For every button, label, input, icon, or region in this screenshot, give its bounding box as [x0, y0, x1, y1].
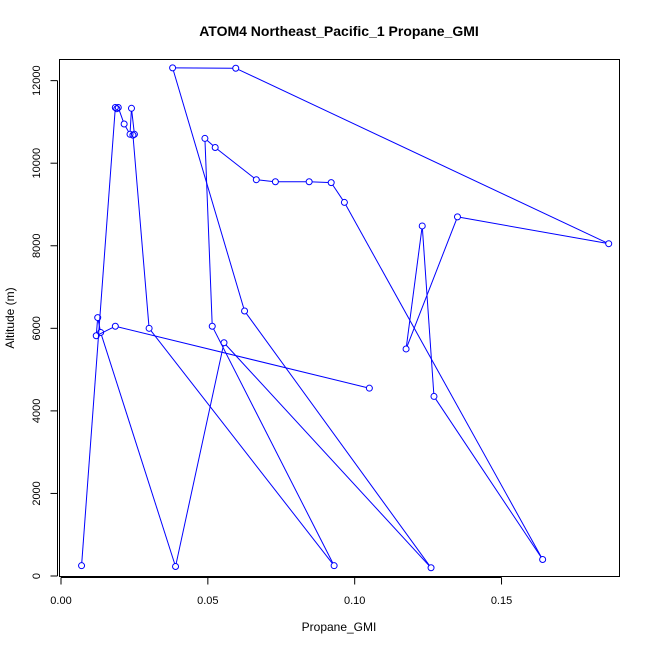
series-line-segment — [172, 70, 245, 309]
series-line-segment — [101, 335, 176, 564]
data-point — [145, 324, 153, 332]
y-tick-label: 2000 — [31, 481, 43, 505]
series-line-segment — [81, 110, 116, 563]
y-axis: 0 2000 4000 6000 8000 10000 12000 — [31, 65, 58, 579]
data-point — [211, 144, 219, 152]
data-point — [208, 322, 216, 330]
series-line-segment — [132, 138, 150, 326]
chart-title: ATOM4 Northeast_Pacific_1 Propane_GMI — [199, 23, 479, 39]
series-line-segment — [238, 69, 607, 243]
data-point — [330, 562, 338, 570]
data-point — [172, 563, 180, 571]
series-line-segment — [405, 228, 423, 347]
y-axis-label: Altitude (m) — [3, 287, 17, 348]
series-group — [78, 64, 613, 572]
data-point — [427, 564, 435, 572]
series-line-segment — [125, 126, 129, 132]
series-line-segment — [95, 320, 98, 333]
x-axis: 0.00 0.05 0.10 0.15 — [50, 577, 512, 607]
data-point — [402, 345, 410, 353]
data-point — [111, 103, 119, 111]
series-line-segment — [175, 345, 224, 564]
series-line-segment — [345, 204, 542, 558]
data-point — [220, 339, 228, 347]
series-line-segment — [204, 141, 213, 324]
data-point — [169, 64, 177, 72]
series-line-segment — [259, 179, 273, 182]
data-point — [241, 307, 249, 315]
x-tick-label: 0.00 — [50, 595, 71, 607]
data-point — [539, 555, 547, 563]
data-point — [365, 384, 373, 392]
series-line-segment — [217, 148, 255, 179]
data-point — [430, 392, 438, 400]
data-point — [97, 328, 105, 336]
series-line-segment — [97, 320, 101, 330]
series-line-segment — [118, 326, 367, 388]
y-tick-label: 10000 — [31, 148, 43, 179]
series-line-segment — [406, 219, 457, 347]
series-line-segment — [206, 140, 214, 146]
y-tick-label: 8000 — [31, 234, 43, 258]
series-line-segment — [312, 181, 329, 183]
data-point — [201, 134, 209, 142]
series-line-segment — [98, 327, 113, 335]
series-line-segment — [118, 110, 124, 122]
data-point — [114, 103, 122, 111]
data-point — [305, 178, 313, 186]
series-line-segment — [129, 111, 132, 132]
y-tick-label: 6000 — [31, 316, 43, 340]
data-point — [232, 64, 240, 72]
data-point — [127, 104, 135, 112]
data-point — [78, 562, 86, 570]
data-point — [252, 176, 260, 184]
data-point — [111, 322, 119, 330]
data-point — [605, 240, 613, 248]
data-point — [113, 105, 121, 113]
series-line-segment — [332, 184, 344, 201]
data-point — [327, 179, 335, 187]
data-point — [120, 120, 128, 128]
x-axis-label: Propane_GMI — [302, 620, 377, 634]
series-line-segment — [245, 313, 430, 566]
y-tick-label: 0 — [31, 573, 43, 579]
data-point — [92, 332, 100, 340]
y-tick-label: 12000 — [31, 65, 43, 96]
series-line-segment — [435, 398, 542, 558]
x-tick-label: 0.15 — [491, 595, 512, 607]
series-line-segment — [131, 111, 135, 132]
series-line-segment — [225, 344, 430, 566]
data-point — [129, 131, 137, 139]
series-line-segment — [150, 330, 333, 564]
data-point — [126, 130, 134, 138]
series-line-segment — [460, 216, 606, 244]
x-tick-label: 0.05 — [197, 595, 218, 607]
series-line-segment — [213, 328, 334, 564]
series-line-segment — [421, 228, 435, 394]
x-tick-label: 0.10 — [344, 595, 365, 607]
data-point — [130, 130, 138, 138]
y-tick-label: 4000 — [31, 399, 43, 423]
data-point — [94, 314, 102, 322]
data-point — [271, 178, 279, 186]
plot-frame — [59, 59, 620, 577]
data-point — [453, 213, 461, 221]
data-point — [340, 198, 348, 206]
data-point — [418, 222, 426, 230]
